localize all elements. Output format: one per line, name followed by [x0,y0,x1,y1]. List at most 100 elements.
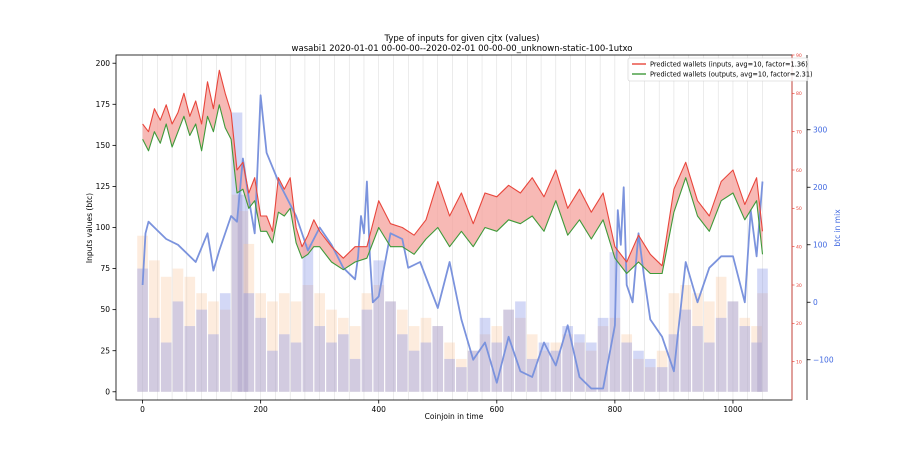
input-bar [267,350,278,392]
input-bar [349,358,361,392]
input-bar [585,342,597,392]
y-tick-label: 0 [105,387,110,396]
input-bar-light [149,260,160,392]
input-bar [137,268,148,392]
input-bar-light [326,309,337,392]
input-bar [503,309,514,392]
input-bar-light [432,326,444,392]
input-bar [290,342,302,392]
inner-right-tick-label: 40 [796,244,802,250]
input-bar [184,326,196,392]
input-bar-light [704,301,715,392]
input-bar-light [208,301,219,392]
input-bar-light [172,268,184,392]
input-bar [456,367,467,392]
inner-right-tick-label: 70 [796,129,802,135]
input-bar [160,342,172,392]
input-bar [715,317,727,392]
input-bar [373,260,385,392]
input-bar [515,301,526,392]
input-bar-light [479,334,491,392]
inputs-outputs-band [142,70,763,274]
input-bar-light [515,317,526,392]
input-bar-light [349,326,361,392]
input-bar-light [739,317,751,392]
input-bar-light [656,350,668,392]
input-bar-light [562,334,573,392]
input-bar [656,367,668,392]
input-bar-light [609,317,621,392]
inner-right-tick-label: 20 [796,321,802,327]
inner-right-tick-label: 30 [796,283,802,289]
input-bar-light [278,293,290,392]
legend: Predicted wallets (inputs, avg=10, facto… [627,57,813,82]
right-tick-label: 0 [813,298,818,307]
x-tick-label: 800 [608,405,623,414]
input-bar [432,326,444,392]
x-axis-label: Coinjoin in time [425,412,484,421]
right-tick-label: 200 [813,183,828,192]
x-tick-label: 200 [253,405,268,414]
input-bar-light [715,276,727,392]
input-bar [302,243,314,392]
btc-in-mix-line [141,94,764,390]
input-bar [231,112,243,392]
input-bar-light [137,235,148,392]
input-bar [633,350,644,392]
input-bar-light [538,350,550,392]
inner-right-tick-label: 90 [796,53,802,59]
input-bar-light [597,326,609,392]
input-bar-light [585,350,597,392]
input-bar-light [456,358,467,392]
input-bar-light [196,293,207,392]
input-bar-light [491,326,503,392]
legend-label-outputs: Predicted wallets (outputs, avg=10, fact… [650,71,813,79]
input-bar-light [361,293,373,392]
input-bar-light [668,293,680,392]
input-bar [757,268,768,392]
input-bar-light [526,334,538,392]
input-bar [692,326,703,392]
input-bar [278,334,290,392]
x-tick-label: 600 [490,405,505,414]
input-bar [739,326,751,392]
input-bar [326,342,337,392]
input-bar [538,342,550,392]
input-bar [149,317,160,392]
input-bar-light [337,317,349,392]
legend-label-inputs: Predicted wallets (inputs, avg=10, facto… [650,61,808,69]
input-bar [314,326,325,392]
input-bar-light [267,301,278,392]
input-bar [751,342,762,392]
inputs-line [142,69,764,267]
input-bar [621,342,633,392]
input-bar-light [302,285,314,392]
x-tick-label: 0 [140,405,145,414]
input-bar-light [255,293,266,392]
inner-right-tick-label: 10 [796,359,802,365]
input-bar [597,317,609,392]
input-bar-light [467,350,479,392]
input-bar-light [503,309,514,392]
input-bar [420,342,432,392]
input-bar [408,350,420,392]
input-bar-light [444,342,455,392]
x-tick-label: 400 [372,405,387,414]
input-bar-light [420,317,432,392]
input-bar-light [644,367,656,392]
input-bar-light [751,326,762,392]
input-bar-light [231,194,243,392]
y-axis: 0 25 50 75 100 125 150 175 200 [96,59,116,396]
input-bar-light [184,276,196,392]
input-bar-light [633,358,644,392]
input-bar [727,301,739,392]
x-axis: 0 200 400 600 800 1000 [140,400,743,414]
input-bar-light [757,293,768,392]
right-axis-label: btc in mix [833,209,842,247]
input-bar-light [243,243,255,392]
input-bar [704,342,715,392]
y-tick-label: 25 [100,346,110,355]
bars-layer [137,112,768,392]
input-bar [237,194,249,392]
